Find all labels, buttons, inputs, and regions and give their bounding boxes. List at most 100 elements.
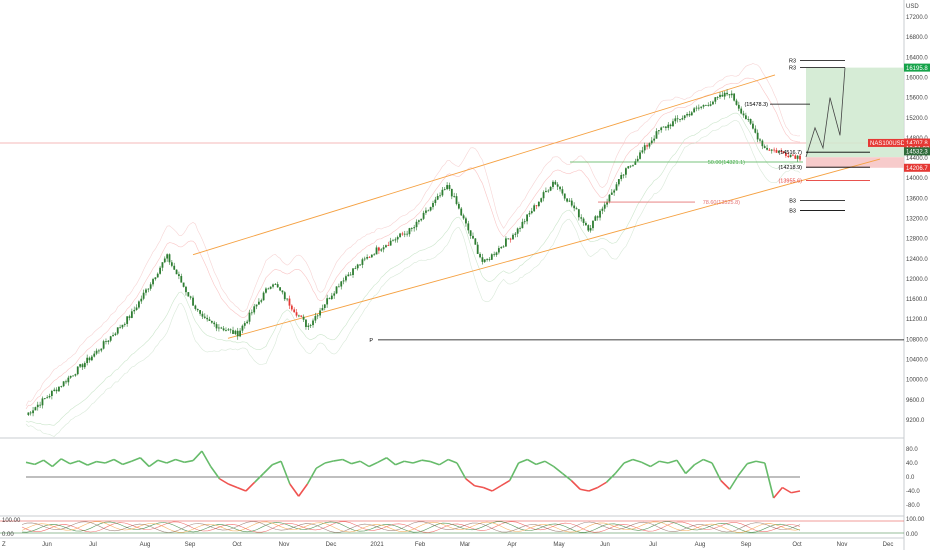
candle-body xyxy=(747,118,750,120)
candle-body xyxy=(140,298,143,302)
candle-body xyxy=(406,233,409,235)
candle-body xyxy=(519,228,521,229)
oscillator-line xyxy=(562,472,572,482)
price-tag xyxy=(904,163,930,172)
candle-body xyxy=(250,312,253,314)
candle-body xyxy=(603,204,606,209)
candle-body xyxy=(330,295,333,299)
candle-body xyxy=(636,158,639,162)
oscillator-line xyxy=(131,457,141,462)
candle-body xyxy=(608,194,611,202)
candle-body xyxy=(366,257,369,259)
candle-body xyxy=(533,205,536,212)
candle-body xyxy=(399,233,401,238)
candle-body xyxy=(493,254,496,256)
candle-body xyxy=(65,381,67,383)
candle-body xyxy=(697,107,700,109)
candle-body xyxy=(410,228,413,229)
candle-body xyxy=(768,149,771,151)
candle-body xyxy=(98,350,100,352)
candle-body xyxy=(709,104,712,106)
x-tick-label: Aug xyxy=(140,542,151,548)
candle-body xyxy=(587,225,590,231)
x-tick-label: 2021 xyxy=(370,542,384,548)
candle-body xyxy=(279,287,281,291)
candle-body xyxy=(326,298,329,305)
candle-body xyxy=(535,205,538,207)
candle-body xyxy=(577,209,580,218)
candle-body xyxy=(232,330,234,334)
candle-body xyxy=(580,217,583,219)
candle-body xyxy=(632,164,634,166)
candle-body xyxy=(32,410,34,414)
oscillator-line xyxy=(773,486,784,499)
level-label: R3 xyxy=(789,58,796,64)
candle-body xyxy=(337,286,340,288)
y-tick-label: 10800.0 xyxy=(906,337,928,343)
candle-body xyxy=(702,104,705,107)
candle-body xyxy=(662,126,665,128)
candle-body xyxy=(166,254,169,259)
candle-body xyxy=(328,298,331,300)
x-tick-label: Jun xyxy=(42,542,52,548)
oscillator-line xyxy=(535,460,546,466)
x-tick-label: Aug xyxy=(695,542,706,548)
candle-body xyxy=(556,184,559,187)
candle-body xyxy=(429,207,432,211)
candle-body xyxy=(453,196,456,197)
candle-body xyxy=(107,340,110,342)
candle-body xyxy=(234,330,237,334)
oscillator-line xyxy=(34,459,44,466)
oscillator-line xyxy=(676,459,687,474)
price-tag-label: 14532.3 xyxy=(906,150,928,156)
oscillator-line xyxy=(465,478,476,487)
oscillator-line xyxy=(87,460,97,466)
y-tick-label: 12800.0 xyxy=(906,237,928,243)
candle-body xyxy=(667,124,670,128)
x-tick-label: Jul xyxy=(89,542,97,548)
candle-body xyxy=(500,247,503,249)
upper-band xyxy=(25,77,801,410)
candle-body xyxy=(269,286,272,289)
candle-body xyxy=(297,315,300,317)
candle-body xyxy=(79,364,82,367)
oscillator-line xyxy=(342,458,352,465)
price-tag xyxy=(904,138,930,147)
candle-body xyxy=(229,329,232,331)
candle-body xyxy=(495,252,498,255)
candle-body xyxy=(599,210,601,218)
candle-body xyxy=(163,258,166,263)
candle-body xyxy=(719,94,721,98)
candle-body xyxy=(142,292,145,299)
candle-body xyxy=(486,259,489,260)
oscillator-line xyxy=(483,486,493,492)
candle-body xyxy=(387,245,390,247)
stoch-left-bottom: 0.00 xyxy=(2,532,14,538)
candle-body xyxy=(742,113,745,116)
candle-body xyxy=(481,257,484,262)
candle-body xyxy=(112,335,114,337)
candle-body xyxy=(552,181,554,187)
candle-body xyxy=(380,249,383,251)
candle-body xyxy=(570,200,573,206)
stoch-line xyxy=(21,521,801,533)
oscillator-line xyxy=(43,459,53,468)
candle-body xyxy=(283,292,286,300)
oscillator-line xyxy=(122,460,132,466)
candle-body xyxy=(777,151,780,153)
oscillator-line xyxy=(764,462,775,499)
candle-body xyxy=(361,259,364,265)
projection-path xyxy=(805,67,846,158)
candle-body xyxy=(676,118,679,120)
price-tag xyxy=(904,147,930,156)
level-label: (14516.7) xyxy=(778,150,802,156)
x-tick-label: Nov xyxy=(837,542,848,548)
candle-body xyxy=(201,313,204,317)
candle-body xyxy=(549,186,552,191)
candle-body xyxy=(512,234,514,240)
candle-body xyxy=(700,106,703,108)
oscillator-line xyxy=(306,467,317,485)
candle-body xyxy=(606,201,608,205)
